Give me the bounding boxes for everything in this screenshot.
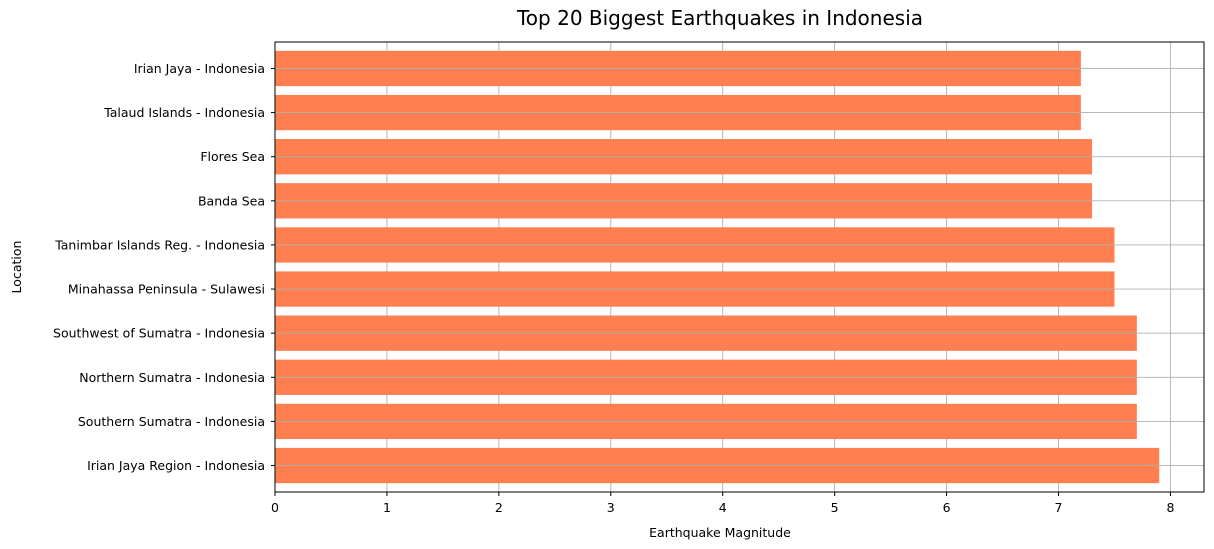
x-tick-label: 0 xyxy=(271,500,279,515)
y-tick-label: Northern Sumatra - Indonesia xyxy=(79,370,265,385)
y-axis-label: Location xyxy=(9,241,24,294)
x-tick-label: 6 xyxy=(943,500,951,515)
y-tick-label: Irian Jaya Region - Indonesia xyxy=(87,458,265,473)
x-tick-label: 5 xyxy=(831,500,839,515)
x-axis-ticks: 0 1 2 3 4 5 6 7 8 xyxy=(271,492,1174,515)
plot-frame xyxy=(274,41,1205,493)
y-axis-ticks: Irian Jaya Region - Indonesia Southern Su… xyxy=(53,61,275,473)
y-tick-label: Southwest of Sumatra - Indonesia xyxy=(53,326,265,341)
x-tick-label: 3 xyxy=(607,500,615,515)
x-tick-label: 7 xyxy=(1055,500,1063,515)
x-tick-label: 2 xyxy=(495,500,503,515)
x-tick-label: 8 xyxy=(1166,500,1174,515)
y-tick-label: Talaud Islands - Indonesia xyxy=(103,105,265,120)
x-tick-label: 4 xyxy=(719,500,727,515)
x-axis-label: Earthquake Magnitude xyxy=(649,525,791,540)
y-tick-label: Irian Jaya - Indonesia xyxy=(134,61,265,76)
bar-layer xyxy=(275,50,1204,484)
y-tick-label: Flores Sea xyxy=(200,149,265,164)
y-tick-label: Tanimbar Islands Reg. - Indonesia xyxy=(54,237,265,252)
y-tick-label: Southern Sumatra - Indonesia xyxy=(78,414,265,429)
y-tick-label: Minahassa Peninsula - Sulawesi xyxy=(68,282,265,297)
x-tick-label: 1 xyxy=(383,500,391,515)
chart-title: Top 20 Biggest Earthquakes in Indonesia xyxy=(516,6,923,30)
y-tick-label: Banda Sea xyxy=(198,193,265,208)
